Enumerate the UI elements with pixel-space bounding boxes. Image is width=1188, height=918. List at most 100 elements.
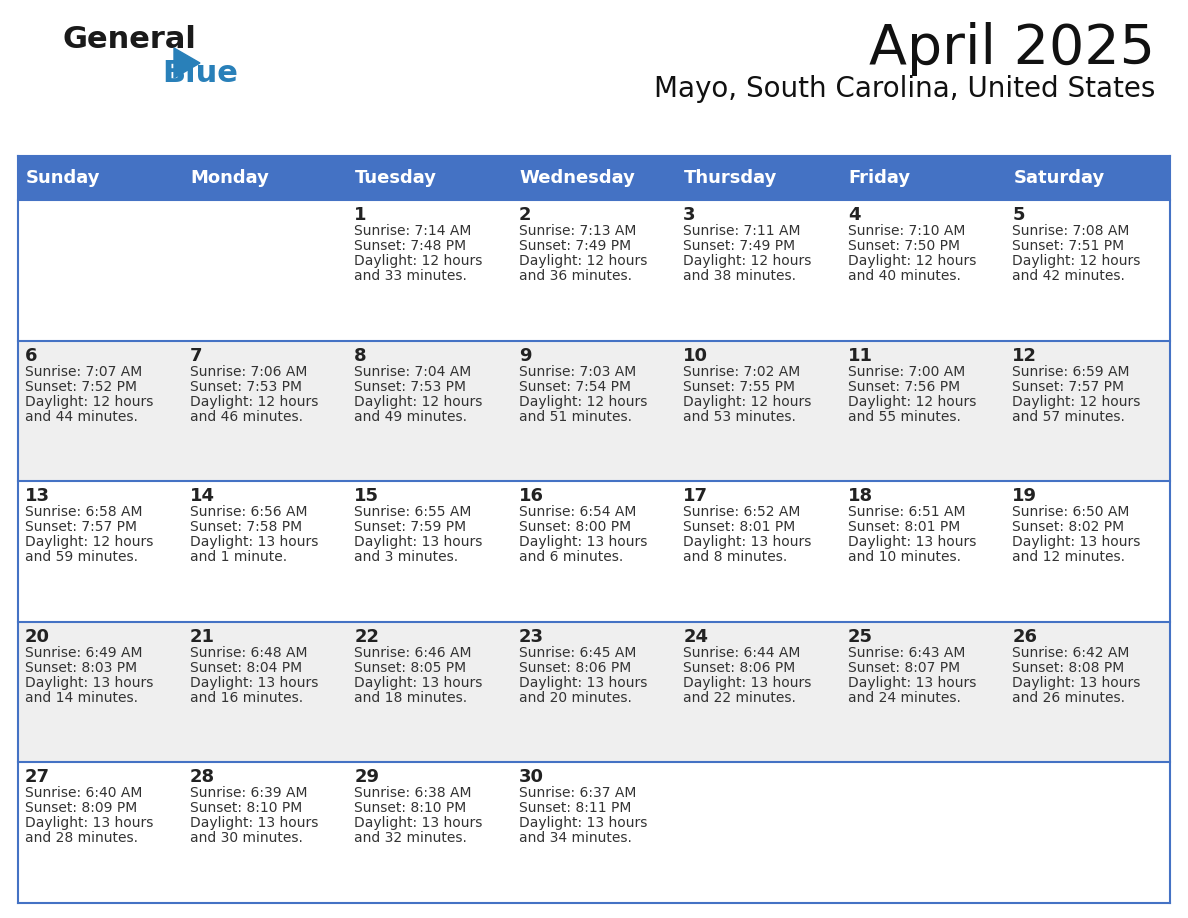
Bar	[841, 621, 1005, 763]
Text: 1: 1	[354, 206, 367, 224]
Text: and 14 minutes.: and 14 minutes.	[25, 691, 138, 705]
Text: Daylight: 12 hours: Daylight: 12 hours	[25, 395, 153, 409]
Text: Sunset: 8:01 PM: Sunset: 8:01 PM	[683, 521, 796, 534]
Bar	[18, 481, 183, 621]
Text: 29: 29	[354, 768, 379, 787]
Text: 20: 20	[25, 628, 50, 645]
Text: Daylight: 13 hours: Daylight: 13 hours	[683, 535, 811, 549]
Text: 23: 23	[519, 628, 544, 645]
Text: Sunset: 7:58 PM: Sunset: 7:58 PM	[190, 521, 302, 534]
Text: Daylight: 13 hours: Daylight: 13 hours	[25, 816, 153, 831]
Bar	[1005, 621, 1170, 763]
Text: Sunrise: 7:10 AM: Sunrise: 7:10 AM	[848, 224, 965, 238]
Text: and 32 minutes.: and 32 minutes.	[354, 832, 467, 845]
Text: 24: 24	[683, 628, 708, 645]
Text: Daylight: 13 hours: Daylight: 13 hours	[25, 676, 153, 689]
Text: Daylight: 13 hours: Daylight: 13 hours	[519, 535, 647, 549]
Text: Tuesday: Tuesday	[355, 169, 437, 187]
Bar	[512, 621, 676, 763]
Text: 15: 15	[354, 487, 379, 505]
Text: and 3 minutes.: and 3 minutes.	[354, 550, 459, 565]
Bar	[183, 341, 347, 481]
Text: Sunset: 8:07 PM: Sunset: 8:07 PM	[848, 661, 960, 675]
Text: Sunset: 8:01 PM: Sunset: 8:01 PM	[848, 521, 960, 534]
Text: and 38 minutes.: and 38 minutes.	[683, 269, 796, 283]
Text: 13: 13	[25, 487, 50, 505]
Text: Sunset: 7:59 PM: Sunset: 7:59 PM	[354, 521, 466, 534]
Text: Mayo, South Carolina, United States: Mayo, South Carolina, United States	[653, 75, 1155, 103]
Bar	[676, 341, 841, 481]
Text: 4: 4	[848, 206, 860, 224]
Bar	[183, 481, 347, 621]
Text: Daylight: 13 hours: Daylight: 13 hours	[1012, 676, 1140, 689]
Text: Daylight: 12 hours: Daylight: 12 hours	[683, 254, 811, 268]
Text: Daylight: 12 hours: Daylight: 12 hours	[848, 395, 977, 409]
Text: Daylight: 12 hours: Daylight: 12 hours	[519, 254, 647, 268]
Text: Sunrise: 7:03 AM: Sunrise: 7:03 AM	[519, 364, 636, 378]
Text: and 46 minutes.: and 46 minutes.	[190, 409, 303, 423]
Text: Sunset: 7:53 PM: Sunset: 7:53 PM	[354, 380, 466, 394]
Text: 18: 18	[848, 487, 873, 505]
Text: 30: 30	[519, 768, 544, 787]
Text: and 34 minutes.: and 34 minutes.	[519, 832, 632, 845]
Text: Sunrise: 6:45 AM: Sunrise: 6:45 AM	[519, 645, 636, 660]
Bar	[512, 341, 676, 481]
Text: Sunset: 8:10 PM: Sunset: 8:10 PM	[354, 801, 467, 815]
Text: 11: 11	[848, 347, 873, 364]
Text: Daylight: 13 hours: Daylight: 13 hours	[848, 535, 977, 549]
Text: and 44 minutes.: and 44 minutes.	[25, 409, 138, 423]
Text: Sunrise: 6:51 AM: Sunrise: 6:51 AM	[848, 505, 966, 520]
Bar	[1005, 200, 1170, 341]
Bar	[18, 341, 183, 481]
Text: Daylight: 12 hours: Daylight: 12 hours	[519, 395, 647, 409]
Text: Daylight: 12 hours: Daylight: 12 hours	[1012, 395, 1140, 409]
Bar	[347, 621, 512, 763]
Text: Daylight: 12 hours: Daylight: 12 hours	[354, 254, 482, 268]
Text: Sunrise: 6:56 AM: Sunrise: 6:56 AM	[190, 505, 307, 520]
Text: General: General	[62, 25, 196, 54]
Text: and 1 minute.: and 1 minute.	[190, 550, 286, 565]
Text: Sunrise: 6:39 AM: Sunrise: 6:39 AM	[190, 787, 307, 800]
Text: Daylight: 12 hours: Daylight: 12 hours	[190, 395, 318, 409]
Text: Sunset: 8:00 PM: Sunset: 8:00 PM	[519, 521, 631, 534]
Bar	[347, 156, 512, 200]
Text: Daylight: 13 hours: Daylight: 13 hours	[190, 816, 318, 831]
Bar	[676, 763, 841, 903]
Text: Sunset: 8:08 PM: Sunset: 8:08 PM	[1012, 661, 1125, 675]
Text: 25: 25	[848, 628, 873, 645]
Bar	[183, 156, 347, 200]
Text: Sunset: 8:03 PM: Sunset: 8:03 PM	[25, 661, 137, 675]
Text: Sunset: 7:56 PM: Sunset: 7:56 PM	[848, 380, 960, 394]
Text: Sunrise: 6:52 AM: Sunrise: 6:52 AM	[683, 505, 801, 520]
Text: Daylight: 13 hours: Daylight: 13 hours	[354, 676, 482, 689]
Text: Sunrise: 6:54 AM: Sunrise: 6:54 AM	[519, 505, 636, 520]
Text: 16: 16	[519, 487, 544, 505]
Text: Monday: Monday	[190, 169, 270, 187]
Bar	[1005, 156, 1170, 200]
Bar	[183, 621, 347, 763]
Text: Daylight: 12 hours: Daylight: 12 hours	[848, 254, 977, 268]
Text: Sunset: 7:53 PM: Sunset: 7:53 PM	[190, 380, 302, 394]
Text: Sunset: 7:51 PM: Sunset: 7:51 PM	[1012, 239, 1125, 253]
Text: Sunrise: 6:50 AM: Sunrise: 6:50 AM	[1012, 505, 1130, 520]
Text: Sunrise: 6:38 AM: Sunrise: 6:38 AM	[354, 787, 472, 800]
Bar	[841, 341, 1005, 481]
Text: Blue: Blue	[162, 59, 238, 88]
Text: and 57 minutes.: and 57 minutes.	[1012, 409, 1125, 423]
Text: Daylight: 13 hours: Daylight: 13 hours	[1012, 535, 1140, 549]
Bar	[676, 621, 841, 763]
Text: and 18 minutes.: and 18 minutes.	[354, 691, 467, 705]
Bar	[18, 621, 183, 763]
Text: and 30 minutes.: and 30 minutes.	[190, 832, 303, 845]
Bar	[1005, 341, 1170, 481]
Bar	[347, 200, 512, 341]
Text: Sunrise: 7:06 AM: Sunrise: 7:06 AM	[190, 364, 307, 378]
Text: Sunset: 8:04 PM: Sunset: 8:04 PM	[190, 661, 302, 675]
Text: Daylight: 13 hours: Daylight: 13 hours	[683, 676, 811, 689]
Bar	[512, 156, 676, 200]
Text: Sunset: 7:54 PM: Sunset: 7:54 PM	[519, 380, 631, 394]
Text: and 53 minutes.: and 53 minutes.	[683, 409, 796, 423]
Text: Sunset: 7:49 PM: Sunset: 7:49 PM	[519, 239, 631, 253]
Bar	[512, 763, 676, 903]
Text: Daylight: 13 hours: Daylight: 13 hours	[519, 676, 647, 689]
